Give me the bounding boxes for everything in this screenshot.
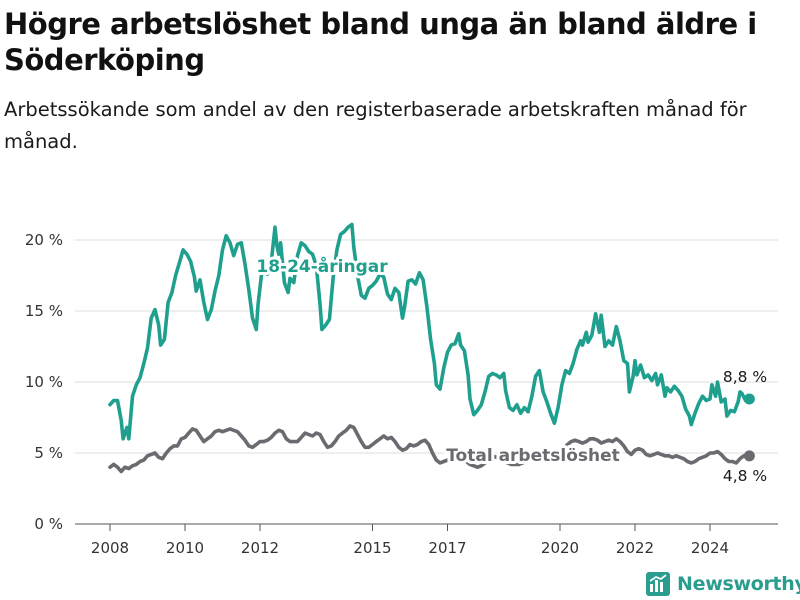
- y-tick-label: 20 %: [25, 231, 63, 249]
- x-tick-label: 2015: [353, 539, 391, 557]
- x-tick-label: 2022: [616, 539, 654, 557]
- brand-name: Newsworthy: [677, 573, 800, 595]
- series-label-youth-halo: 18-24-åringar: [256, 255, 388, 277]
- chart-title: Högre arbetslöshet bland unga än bland ä…: [4, 7, 757, 77]
- x-axis: 2008 2010 2012 2015 2017 2020 2022 2024: [75, 523, 778, 557]
- x-tick-label: 2017: [428, 539, 466, 557]
- end-value-total: 4,8 %: [723, 467, 767, 485]
- x-tick-label: 2010: [166, 539, 204, 557]
- series-label-youth: 18-24-åringar: [256, 255, 388, 277]
- y-tick-label: 15 %: [25, 302, 63, 320]
- y-axis-labels: 0 % 5 % 10 % 15 % 20 %: [25, 231, 63, 533]
- y-tick-label: 5 %: [34, 444, 63, 462]
- newsworthy-logo[interactable]: Newsworthy: [645, 570, 800, 598]
- x-tick-label: 2012: [241, 539, 279, 557]
- end-point-youth: [743, 393, 755, 405]
- bar-chart-icon: [646, 572, 670, 596]
- x-tick-label: 2020: [541, 539, 579, 557]
- series-label-total: Total arbetslöshet: [446, 446, 620, 466]
- x-tick-label: 2008: [91, 539, 129, 557]
- gridlines: [75, 239, 778, 454]
- series-line-youth: [108, 222, 752, 441]
- series-layer: [108, 222, 755, 474]
- series-line-total: [108, 424, 752, 474]
- end-value-youth: 8,8 %: [723, 368, 767, 386]
- x-tick-label: 2024: [691, 539, 729, 557]
- chart-subtitle: Arbetssökande som andel av den registerb…: [4, 98, 747, 153]
- y-tick-label: 0 %: [34, 515, 63, 533]
- y-tick-label: 10 %: [25, 373, 63, 391]
- series-label-total-halo: Total arbetslöshet: [446, 446, 620, 466]
- end-point-total: [743, 450, 755, 462]
